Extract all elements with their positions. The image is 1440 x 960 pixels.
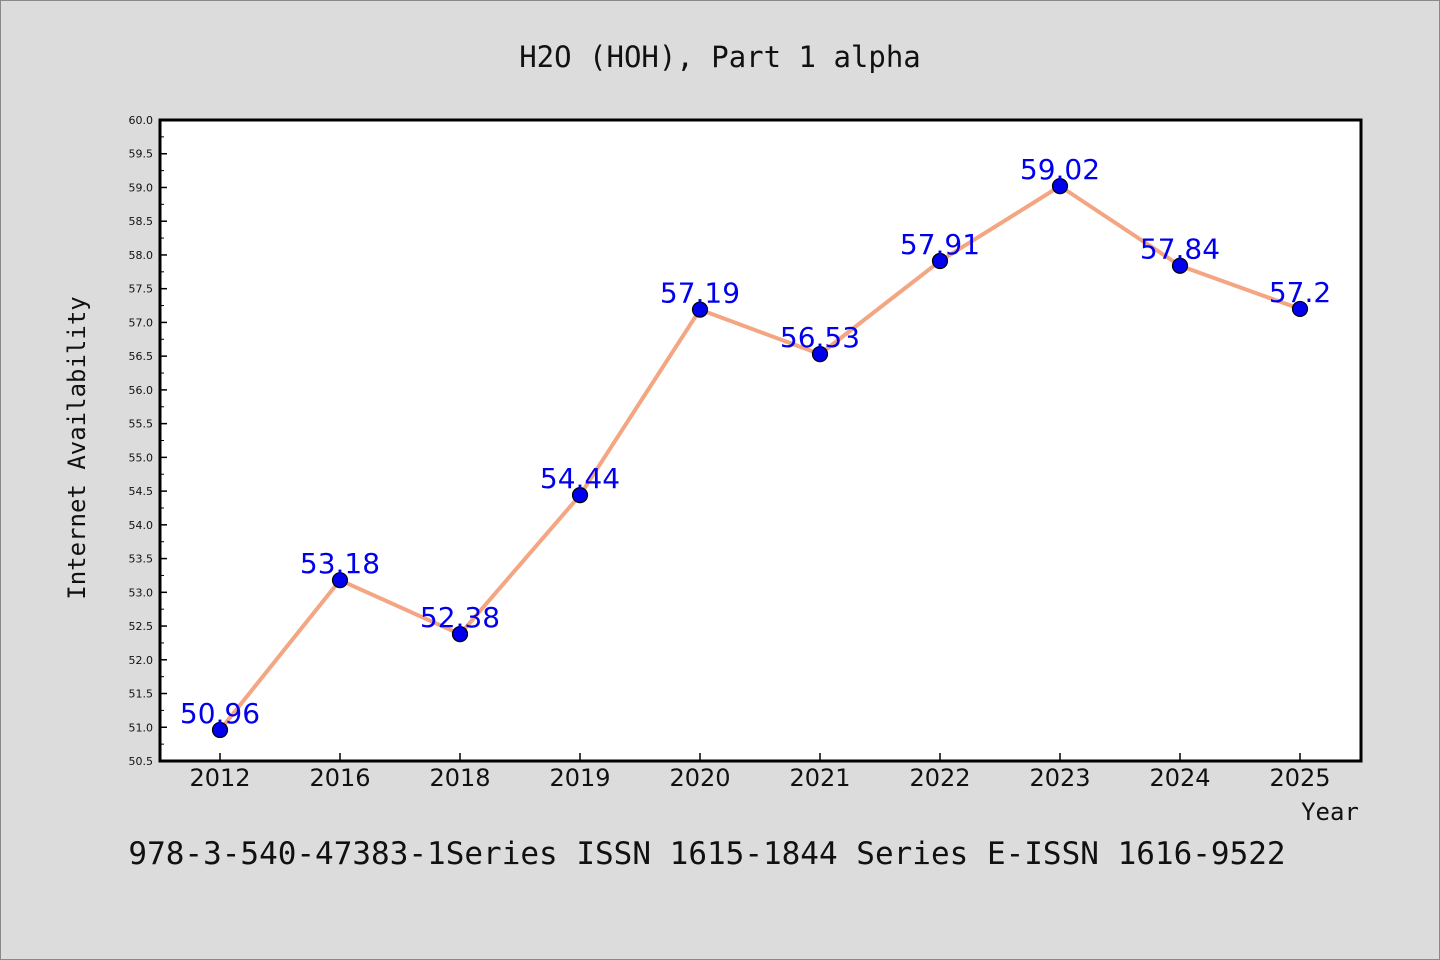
y-tick-label: 54.5 — [129, 485, 154, 498]
data-label: 59.02 — [1020, 153, 1100, 186]
y-axis-title: Internet Availability — [63, 296, 91, 599]
series-line — [218, 184, 1301, 732]
data-point — [931, 252, 949, 270]
y-tick-label: 59.0 — [129, 181, 154, 194]
x-tick-label: 2020 — [669, 764, 730, 792]
y-tick-label: 55.0 — [129, 451, 154, 464]
data-label: 57.91 — [900, 228, 980, 261]
x-tick-label: 2022 — [909, 764, 970, 792]
data-point — [811, 346, 829, 363]
x-tick-label: 2019 — [549, 764, 610, 792]
data-label: 57.2 — [1269, 276, 1331, 309]
data-point — [571, 487, 589, 504]
data-label: 57.84 — [1140, 233, 1220, 266]
data-label: 57.19 — [660, 277, 740, 310]
data-labels: 50.96 53.18 52.38 54.44 57.19 56.53 57.91 59.02… — [180, 153, 1331, 730]
y-tick-label: 58.0 — [129, 249, 154, 262]
x-tick-label: 2018 — [429, 764, 490, 792]
data-point — [1051, 178, 1069, 195]
x-tick-label: 2025 — [1269, 764, 1330, 792]
data-label: 52.38 — [420, 601, 500, 634]
y-tick-label: 58.5 — [129, 215, 154, 228]
x-tick-label: 2021 — [789, 764, 850, 792]
x-axis-title: Year — [1301, 798, 1359, 826]
chart-title: H2O (HOH), Part 1 alpha — [519, 40, 921, 74]
y-tick-label: 57.0 — [129, 316, 154, 329]
y-tick-label: 52.0 — [129, 654, 154, 667]
y-tick-label: 55.5 — [129, 418, 154, 431]
y-tick-label: 51.5 — [129, 688, 154, 701]
y-tick-label: 50.5 — [129, 755, 154, 768]
x-tick-label: 2024 — [1149, 764, 1210, 792]
data-point — [331, 572, 349, 589]
x-tick-label: 2012 — [189, 764, 250, 792]
data-label: 54.44 — [540, 462, 620, 495]
footer-isbn: 978-3-540-47383-1Series ISSN 1615-1844 S… — [128, 836, 1285, 872]
y-tick-label: 53.5 — [129, 553, 154, 566]
data-label: 53.18 — [300, 547, 380, 580]
y-axis: 50.5 51.0 51.5 52.0 52.5 53.0 53.5 54.0 54.5 55.0… — [129, 114, 167, 768]
data-label: 50.96 — [180, 697, 260, 730]
x-tick-label: 2023 — [1029, 764, 1090, 792]
x-axis: 2012 2016 2018 2019 2020 2021 2022 2023 2024 2025 — [189, 753, 1331, 792]
y-tick-label: 54.0 — [129, 519, 154, 532]
y-tick-label: 51.0 — [129, 721, 154, 734]
data-point — [1291, 300, 1309, 318]
x-tick-label: 2016 — [309, 764, 370, 792]
data-point — [211, 721, 229, 739]
plot-area — [158, 118, 1363, 763]
y-tick-label: 52.5 — [129, 620, 154, 633]
data-point — [451, 626, 469, 643]
y-tick-label: 56.0 — [129, 384, 154, 397]
data-label: 56.53 — [780, 321, 860, 354]
y-tick-label: 53.0 — [129, 586, 154, 599]
data-markers — [211, 178, 1309, 739]
data-point — [1171, 257, 1189, 274]
y-tick-label: 57.5 — [129, 283, 154, 296]
y-tick-label: 56.5 — [129, 350, 154, 363]
y-tick-label: 59.5 — [129, 148, 154, 161]
data-point — [691, 301, 709, 318]
y-tick-label: 60.0 — [129, 114, 154, 127]
